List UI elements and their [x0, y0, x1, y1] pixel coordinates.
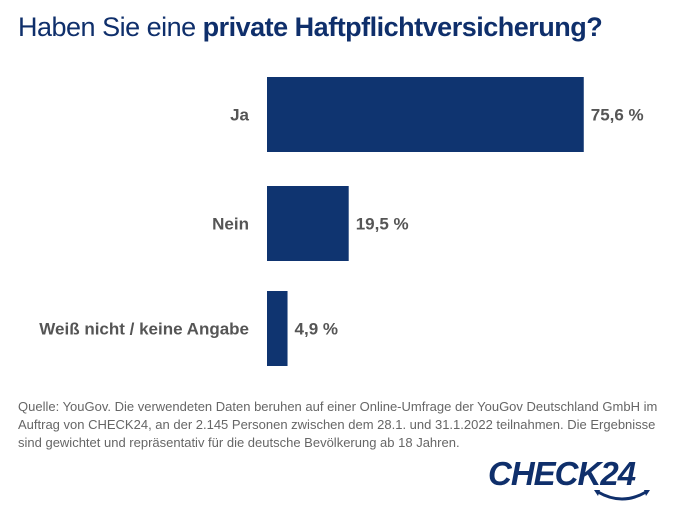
bar-chart: Ja 75,6 % Nein 19,5 % Weiß nicht / keine Ang…	[39, 77, 644, 366]
data-label: 75,6 %	[591, 106, 644, 125]
title-light: Haben Sie eine	[18, 12, 203, 42]
bar	[267, 186, 349, 261]
source-note: Quelle: YouGov. Die verwendeten Daten be…	[18, 399, 658, 450]
category-label: Weiß nicht / keine Angabe	[39, 320, 249, 339]
title-bold: private Haftpflichtversicherung?	[202, 12, 603, 42]
chart-title: Haben Sie eine private Haftpflichtversic…	[18, 12, 603, 43]
bar	[267, 77, 584, 152]
category-label: Ja	[230, 106, 249, 125]
category-label: Nein	[212, 215, 249, 234]
logo-smile-icon	[594, 490, 650, 501]
data-label: 4,9 %	[295, 320, 338, 339]
check24-logo: CHECK24	[488, 455, 636, 492]
bar	[267, 291, 288, 366]
data-label: 19,5 %	[356, 215, 409, 234]
